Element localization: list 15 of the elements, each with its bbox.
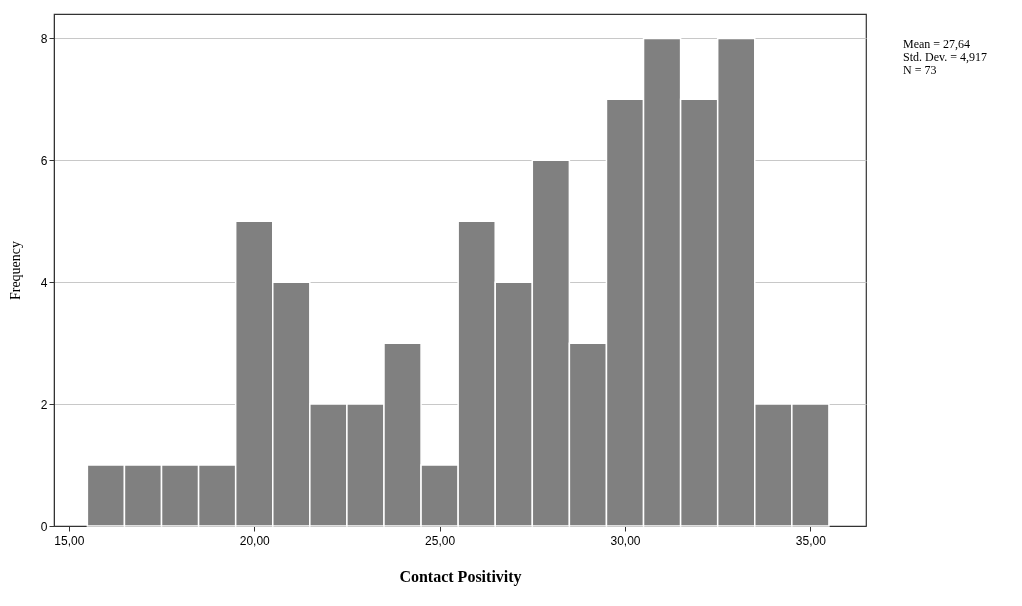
x-tick-label: 25,00: [425, 533, 456, 548]
x-tick-label: 15,00: [54, 533, 85, 548]
x-tick-label: 20,00: [239, 533, 271, 548]
text: Std. Dev. = 4,917: [903, 50, 987, 64]
x-tick-label: 30,00: [610, 533, 641, 548]
x-axis-title: Contact Positivity: [399, 567, 522, 586]
y-tick-label: 8: [40, 31, 48, 46]
y-tick-label: 2: [40, 397, 48, 412]
y-tick-label: 6: [40, 153, 48, 168]
text: N = 73: [903, 63, 938, 77]
y-tick-label: 4: [40, 275, 48, 290]
text: Mean = 27,64: [903, 37, 972, 51]
y-axis-title: Frequency: [7, 240, 23, 301]
y-tick-label: 0: [40, 519, 48, 534]
x-tick-label: 35,00: [795, 533, 827, 548]
